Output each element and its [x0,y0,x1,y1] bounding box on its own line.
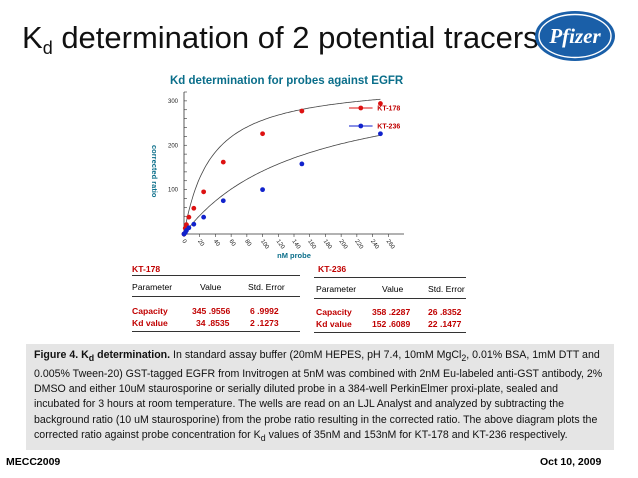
data-point-kt-178 [186,214,192,220]
row-error: 22 .1477 [428,319,462,329]
header-std-error: Std. Error [248,282,285,292]
y-tick-label: 100 [168,188,179,194]
fit-curve-kt-236 [183,134,381,235]
row-value: 34 .8535 [196,318,230,328]
slide-title: Kd determination of 2 potential tracers [22,20,539,58]
data-point-kt-178 [260,131,265,137]
table-rule [314,332,466,333]
data-point-kt-236 [220,198,226,204]
data-point-kt-178 [191,205,197,211]
table-rule [132,296,300,297]
x-tick-label: 260 [385,239,396,251]
legend-marker-kt-236 [358,123,364,129]
header-value: Value [200,282,222,292]
data-point-kt-236 [299,161,305,167]
x-tick-label: 200 [338,239,349,251]
x-tick-label: 160 [306,239,317,251]
data-point-kt-236 [201,214,207,220]
row-value: 358 .2287 [372,307,411,317]
header-parameter: Parameter [316,284,357,294]
title-subscript: d [42,38,53,58]
data-point-kt-236 [260,187,265,193]
chart-title: Kd determination for probes against EGFR [170,75,404,87]
pfizer-logo-icon: Pfizer [535,11,615,61]
footer-conference: MECC2009 [6,456,61,468]
row-param: Kd value [132,318,168,328]
title-rest: determination of 2 potential tracers [52,20,539,55]
x-tick-label: 220 [353,239,364,251]
caption-subscript: d [260,433,266,444]
x-tick-label: 120 [275,239,286,251]
x-axis-label: nM probe [277,251,311,260]
data-point-kt-178 [299,108,305,114]
table-kt236-name: KT-236 [318,264,347,274]
data-point-kt-236 [186,225,192,231]
data-point-kt-236 [191,221,197,227]
y-tick-label: 300 [168,99,179,105]
table-rule [132,331,300,332]
caption-label: Figure 4. Kd determination. [34,349,171,364]
table-rule [132,275,300,276]
header-value: Value [382,284,404,294]
row-value: 152 .6089 [372,319,411,329]
data-point-kt-178 [378,101,383,106]
legend-marker-kt-178 [358,105,364,111]
row-error: 6 .9992 [250,306,279,316]
y-tick-label: 200 [168,143,179,149]
row-param: Capacity [316,307,352,317]
caption-text: In standard assay buffer (20mM HEPES, pH… [170,349,462,361]
fit-curve-kt-178 [183,98,381,235]
table-rule [314,277,466,278]
row-error: 2 .1273 [250,318,279,328]
x-tick-label: 20 [196,239,205,248]
x-tick-label: 100 [259,239,270,251]
kd-chart: 100 200 300 0 20 40 60 80 100 120 140 160 180 200 220 2… [150,91,404,260]
row-value: 345 .9556 [192,306,231,316]
row-param: Capacity [132,306,168,316]
x-tick-label: 0 [180,239,187,246]
row-error: 26 .8352 [428,307,462,317]
table-kt178: KT-178 Parameter Value Std. Error Capaci… [132,264,302,334]
caption-subscript: 2 [461,353,467,364]
figure-caption: Figure 4. Kd determination. In standard … [26,344,614,450]
caption-text: , 0.01% BSA, 1mM DTT and 0.005% Tween-20… [34,349,603,442]
data-point-kt-178 [220,159,226,165]
header-parameter: Parameter [132,282,173,292]
table-kt178-name: KT-178 [132,264,161,274]
x-tick-label: 40 [212,239,221,248]
header-std-error: Std. Error [428,284,465,294]
row-param: Kd value [316,319,352,329]
legend-label-kt-236: KT-236 [377,124,400,131]
data-point-kt-236 [378,131,383,137]
x-tick-label: 180 [322,239,333,251]
title-main: K [22,20,43,55]
legend-label-kt-178: KT-178 [377,106,400,113]
footer-date: Oct 10, 2009 [540,456,602,468]
y-axis-label: corrected ratio [150,145,159,198]
x-tick-label: 60 [228,239,237,248]
caption-text: values of 35nM and 153nM for KT-178 and … [265,429,568,442]
x-tick-label: 240 [369,239,380,251]
logo-text: Pfizer [548,24,601,48]
x-tick-label: 80 [243,239,252,248]
data-point-kt-178 [201,189,207,195]
table-kt236: KT-236 Parameter Value Std. Error Capaci… [314,264,484,334]
table-rule [314,298,466,299]
x-tick-label: 140 [290,239,301,251]
